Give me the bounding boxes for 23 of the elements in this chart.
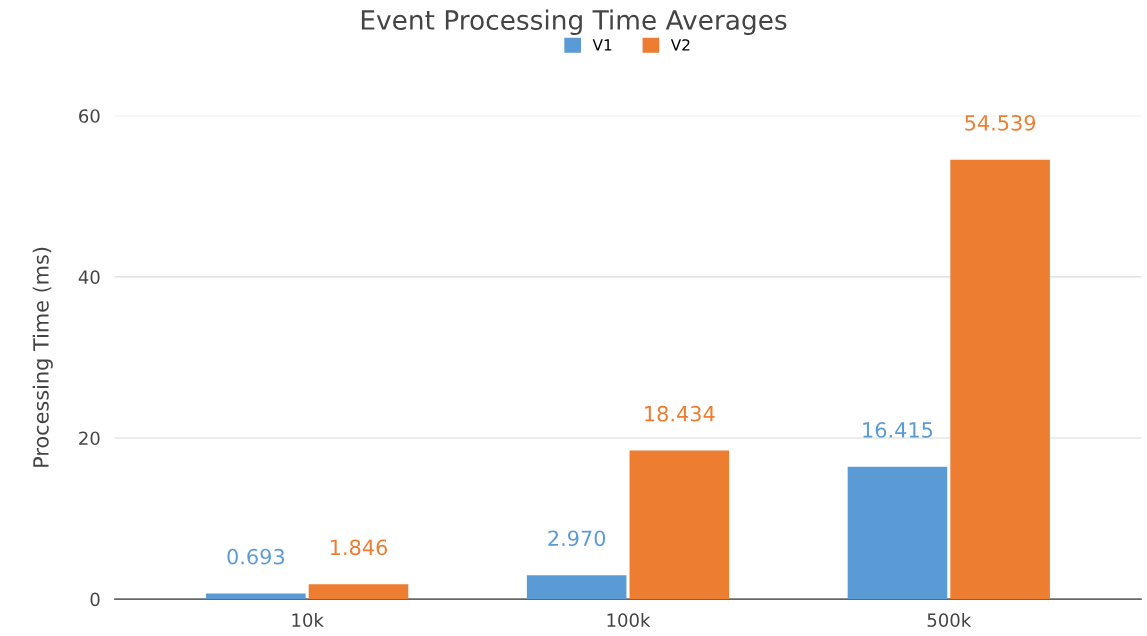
- y-tick-label: 0: [90, 592, 100, 607]
- bar: [847, 466, 948, 600]
- legend-label: V1: [592, 39, 612, 51]
- x-tick-label: 10k: [292, 613, 324, 627]
- x-tick-label: 500k: [927, 613, 972, 627]
- bar: [206, 593, 306, 600]
- legend-label: V2: [670, 39, 690, 51]
- y-axis-title: Processing Time (ms): [32, 247, 53, 467]
- data-label: 54.539: [965, 114, 1036, 131]
- y-tick-label: 60: [79, 109, 100, 123]
- data-label: 18.434: [645, 405, 715, 422]
- data-label: 16.415: [863, 422, 933, 438]
- bar: [950, 159, 1050, 600]
- x-tick-label: 100k: [607, 613, 651, 627]
- bar: [629, 450, 730, 600]
- y-tick-label: 20: [79, 431, 100, 446]
- bar: [308, 584, 409, 600]
- y-tick-label: 40: [78, 270, 100, 284]
- data-label: 2.970: [548, 530, 606, 547]
- data-label: 1.846: [330, 539, 388, 556]
- data-label: 0.693: [227, 548, 284, 565]
- bar: [526, 575, 627, 600]
- chart-title: Event Processing Time Averages: [361, 9, 787, 36]
